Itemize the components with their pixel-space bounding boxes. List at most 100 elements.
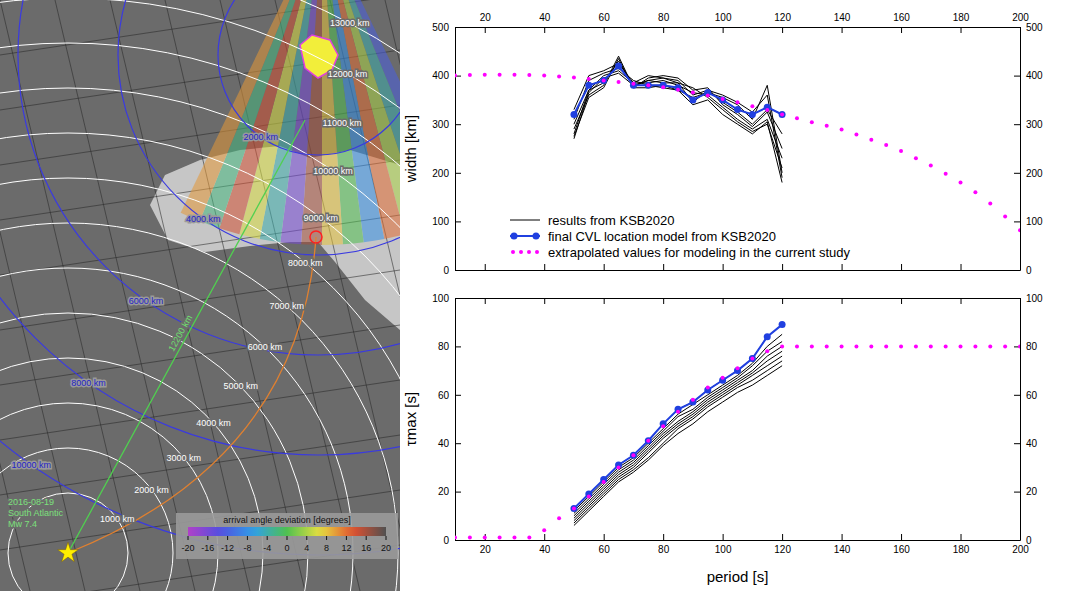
- x-axis-top: 20406080100120140160180200: [456, 12, 1030, 33]
- tick-label: 40: [539, 544, 551, 555]
- tick: 100: [715, 534, 732, 555]
- colorbar-tick: [386, 536, 387, 540]
- legend-swatch: [511, 233, 518, 240]
- colorbar-tick: [346, 536, 347, 540]
- distance-label: 7000 km: [269, 301, 304, 311]
- tick: 40: [438, 438, 461, 449]
- epicentral-circle: [0, 133, 400, 591]
- series: [570, 62, 785, 118]
- tick: 100: [432, 216, 461, 227]
- colorbar-background: [176, 513, 398, 559]
- tick-label: 60: [599, 544, 611, 555]
- series-marker: [884, 143, 888, 147]
- tick: [842, 264, 843, 270]
- legend: results from KSB2020final CVL location m…: [510, 213, 851, 260]
- series-marker: [1003, 344, 1007, 348]
- series-marker: [455, 536, 457, 540]
- distance-label: 11000 km: [323, 118, 362, 128]
- series-marker: [689, 399, 696, 406]
- y-axis-right: 0100200300400500: [1014, 22, 1043, 276]
- tick: 80: [658, 12, 670, 33]
- series-marker: [631, 82, 635, 86]
- series-marker: [676, 410, 680, 414]
- plot-area: [455, 56, 1020, 232]
- tick-mark: [663, 298, 664, 304]
- epicentral-circle: [0, 0, 400, 591]
- tick: [544, 264, 545, 270]
- tick-mark: [485, 264, 486, 270]
- tick-label: 100: [715, 544, 732, 555]
- tick-mark: [842, 264, 843, 270]
- series-marker: [483, 536, 487, 540]
- series: [574, 73, 782, 168]
- series-marker: [1018, 344, 1020, 348]
- tick-label: 0: [443, 265, 449, 276]
- x-axis-bottom: [456, 264, 1021, 271]
- legend-swatch: [535, 250, 539, 254]
- colorbar: arrival angle deviation [degrees]-20-16-…: [176, 513, 398, 559]
- series-marker: [825, 124, 829, 128]
- tick-mark: [604, 534, 605, 540]
- series-marker: [749, 111, 756, 118]
- series-line: [574, 325, 782, 509]
- tick-mark: [1014, 298, 1020, 299]
- tick: [782, 298, 783, 304]
- series-marker: [749, 355, 756, 362]
- series-marker: [795, 344, 799, 348]
- tick-mark: [1014, 443, 1020, 444]
- series-line: [574, 361, 782, 523]
- tick-mark: [604, 27, 605, 33]
- graticule-line: [0, 435, 400, 495]
- tick-mark: [961, 27, 962, 33]
- distance-label: 10000 km: [313, 166, 353, 176]
- station-circle: [18, 0, 400, 355]
- tick-mark: [455, 492, 461, 493]
- series-line: [574, 63, 782, 177]
- series-marker: [572, 76, 576, 80]
- tick: 180: [953, 12, 970, 33]
- event-label: Mw 7.4: [8, 519, 37, 529]
- tick-mark: [544, 27, 545, 33]
- series-marker: [630, 452, 637, 459]
- distance-label: 5000 km: [223, 381, 258, 391]
- tick: 180: [953, 534, 970, 555]
- tick-label: 100: [1026, 293, 1043, 304]
- tick-mark: [842, 27, 843, 33]
- series-marker: [734, 367, 741, 374]
- tick-label: 300: [1026, 119, 1043, 130]
- series-marker: [483, 73, 487, 77]
- tick: [901, 298, 902, 304]
- legend-entry: final CVL location model from KSB2020: [510, 229, 776, 244]
- tick-mark: [782, 534, 783, 540]
- distance-label: 1000 km: [100, 514, 135, 524]
- tick-mark: [723, 534, 724, 540]
- tick: 300: [1014, 119, 1043, 130]
- beam: [322, 0, 364, 244]
- tick-mark: [455, 395, 461, 396]
- tick-mark: [455, 124, 461, 125]
- series-marker: [884, 344, 888, 348]
- series-marker: [779, 321, 786, 328]
- tick-label: 100: [432, 216, 449, 227]
- tick: [961, 264, 962, 270]
- series-marker: [765, 108, 769, 112]
- tick-mark: [782, 27, 783, 33]
- series-marker: [675, 406, 682, 413]
- tick: 100: [715, 12, 732, 33]
- tick-mark: [663, 27, 664, 33]
- tick-mark: [961, 264, 962, 270]
- tick-mark: [842, 534, 843, 540]
- event-label: South Atlantic: [8, 508, 64, 518]
- tick-mark: [961, 534, 962, 540]
- series-marker: [660, 420, 667, 427]
- colorbar-tick: [207, 536, 208, 540]
- tick-mark: [1014, 27, 1020, 28]
- map-panel: [0, 0, 400, 591]
- colorbar-tick-label: -16: [201, 543, 214, 553]
- tick: 120: [774, 12, 791, 33]
- series-marker: [661, 85, 665, 89]
- tick: [723, 298, 724, 304]
- series-marker: [617, 80, 621, 84]
- series: [574, 61, 782, 134]
- series-marker: [840, 128, 844, 132]
